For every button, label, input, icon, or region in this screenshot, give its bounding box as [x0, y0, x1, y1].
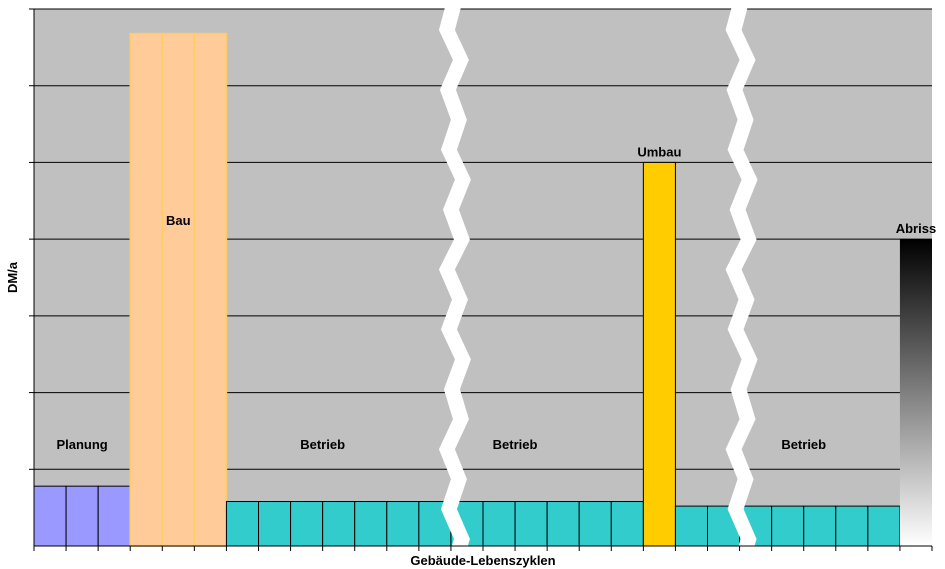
x-axis-title: Gebäude-Lebenszyklen — [410, 553, 555, 568]
bar-betrieb1 — [482, 501, 516, 547]
bar-betrieb2 — [835, 505, 869, 547]
bar-betrieb2 — [867, 505, 901, 547]
bar-betrieb1 — [546, 501, 580, 547]
segment-label-betrieb1: Betrieb — [300, 437, 345, 452]
bar-betrieb1 — [386, 501, 420, 547]
bar-betrieb2 — [771, 505, 805, 547]
bar-betrieb2 — [674, 505, 709, 547]
bar-betrieb1 — [290, 501, 324, 547]
bar-betrieb1 — [322, 501, 356, 547]
bar-planung — [97, 485, 131, 547]
bar-abriss — [899, 239, 932, 546]
axis-break — [438, 0, 471, 569]
bar-betrieb1 — [354, 501, 388, 547]
bar-betrieb1 — [258, 501, 292, 547]
bar-betrieb2 — [803, 505, 837, 547]
axis-break — [725, 0, 758, 569]
bar-planung — [65, 485, 99, 547]
bar-betrieb1 — [578, 501, 612, 547]
segment-label-abriss: Abriss — [896, 221, 936, 236]
segment-label-umbau: Umbau — [637, 144, 681, 159]
bar-umbau — [642, 161, 676, 547]
segment-label-bau: Bau — [166, 213, 191, 228]
bar-betrieb1 — [610, 501, 644, 547]
y-axis-title: DM/a — [5, 261, 20, 293]
bar-bau — [193, 32, 228, 547]
bar-betrieb1 — [225, 501, 260, 547]
segment-label-betrieb2: Betrieb — [781, 437, 826, 452]
segment-label-planung: Planung — [56, 437, 107, 452]
bar-bau — [161, 32, 196, 547]
bar-betrieb1 — [514, 501, 548, 547]
bar-planung — [33, 485, 67, 547]
bar-bau — [129, 32, 164, 547]
segment-label-betrieb_mid: Betrieb — [493, 437, 538, 452]
